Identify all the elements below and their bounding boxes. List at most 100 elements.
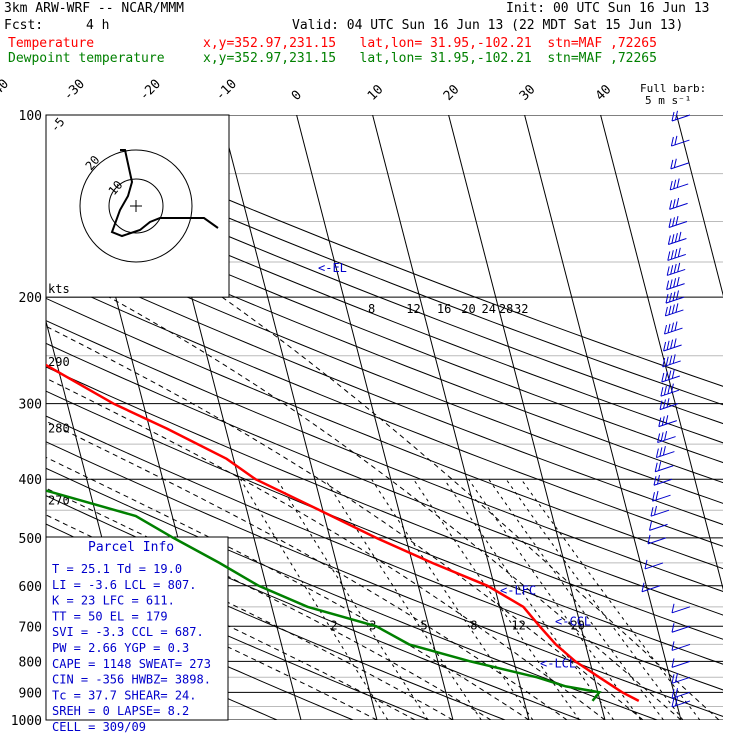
mixing-ratio-label: 20: [570, 619, 584, 633]
mixing-ratio-label: 16: [437, 302, 451, 316]
valid-time: Valid: 04 UTC Sun 16 Jun 13 (22 MDT Sat …: [292, 18, 684, 33]
wind-barb-flag: [676, 197, 680, 208]
wind-barb: [662, 354, 681, 368]
wind-barb-staff: [658, 420, 677, 428]
wind-barb-flag: [671, 304, 675, 314]
wind-barb-flag: [671, 111, 675, 122]
wind-barb-staff: [668, 238, 687, 245]
wind-barb-flag: [674, 321, 678, 331]
wind-barb-flag: [678, 231, 682, 242]
wind-barb: [667, 231, 687, 245]
wind-barb-flag: [676, 178, 680, 188]
wind-barb-staff: [671, 114, 691, 122]
dry-adiabat: [46, 194, 723, 464]
wind-barb: [671, 110, 691, 122]
pressure-label: 100: [19, 109, 42, 124]
wind-barb-flag: [659, 400, 663, 410]
parcel-box-frame: [45, 536, 229, 721]
parcel-info-row: SREH = 0 LAPSE= 8.2: [52, 704, 189, 718]
temperature-trace: [46, 363, 640, 703]
wind-barb-flag: [669, 200, 673, 210]
wind-barb: [671, 688, 691, 699]
wind-barb-flag: [658, 461, 662, 471]
wind-barb-staff: [671, 625, 691, 633]
parcel-info-row: SVI = -3.3 CCL = 687.: [52, 625, 204, 639]
mixing-ratio-label: 20: [461, 302, 475, 316]
wind-barb-staff: [641, 585, 661, 593]
wind-barb-staff: [655, 465, 674, 473]
wind-barb-flag: [671, 658, 675, 668]
wind-barb-flag: [652, 492, 655, 502]
wind-barb: [654, 461, 674, 473]
wind-barb-flag: [667, 323, 671, 333]
wind-barb-flag: [670, 339, 674, 349]
dewpoint-legend: Dewpoint temperature: [8, 51, 165, 66]
mixing-ratio-label: 8: [470, 619, 477, 633]
wind-barb: [653, 474, 673, 486]
wind-barb: [668, 216, 688, 229]
wind-barb-flag: [666, 398, 670, 408]
wind-barb-flag: [664, 371, 668, 381]
wind-barb-flag: [670, 136, 674, 147]
wind-barb-flag: [657, 474, 660, 485]
wind-barb-staff: [668, 221, 688, 229]
wind-barb-flag: [671, 234, 675, 244]
hodograph-ring-inner: [108, 178, 164, 234]
wind-barb-flag: [660, 432, 664, 442]
wind-barb-flag: [674, 135, 678, 145]
wind-barb-flag: [668, 370, 672, 380]
pressure-label: 800: [19, 655, 42, 670]
wind-barb-flag: [664, 431, 668, 441]
wind-barb-flag: [671, 689, 675, 699]
wind-barb-staff: [663, 344, 682, 352]
mixing-ratio-line: [413, 478, 580, 720]
wind-barb-flag: [662, 446, 666, 456]
marker-el: <-EL: [318, 261, 347, 275]
wind-barb-flag: [653, 476, 657, 486]
moist-adiabat: [46, 559, 378, 720]
wind-barb-staff: [659, 403, 679, 411]
wind-barb-flag: [649, 521, 652, 531]
wind-barb: [666, 262, 686, 276]
pressure-label: 200: [19, 291, 42, 306]
dry-adiabat: [46, 467, 659, 720]
dry-adiabat: [46, 297, 723, 570]
wind-barb-staff: [669, 202, 688, 210]
wind-barb-staff: [671, 606, 691, 614]
isotherm-label: 30: [517, 82, 539, 104]
wind-barb: [659, 398, 679, 411]
isotherm-label: 20: [441, 82, 463, 104]
wind-barb-staff: [665, 309, 684, 317]
parcel-info-title: Parcel Info: [88, 540, 174, 555]
wind-barb-flag: [650, 507, 654, 517]
wind-barb-flag: [665, 356, 669, 366]
pressure-label: 700: [19, 620, 42, 635]
wind-barb: [671, 641, 691, 651]
wind-barb-flag: [662, 357, 666, 368]
fcst-label: Fcst:: [4, 18, 44, 33]
wind-barb-staff: [656, 451, 675, 459]
parcel-info-row: LI = -3.6 LCL = 807.: [52, 578, 197, 592]
wind-barb-staff: [666, 283, 685, 291]
isotherm-line: [448, 115, 606, 720]
wind-barb-flag: [666, 340, 670, 350]
isotherm-label: -30: [61, 77, 88, 104]
wind-barb-flag: [655, 490, 659, 501]
wind-barb-flag: [644, 559, 648, 570]
wind-barb: [667, 247, 686, 261]
wind-barb-flag: [641, 582, 645, 592]
wind-barb: [655, 446, 675, 459]
wind-barb-staff: [652, 494, 671, 502]
wind-barb-staff: [671, 660, 691, 668]
wind-barb: [671, 672, 691, 684]
wind-barb-flag: [664, 324, 667, 335]
wind-barb-flag: [674, 232, 678, 243]
wind-barb: [664, 303, 684, 317]
dry-adiabat: [46, 366, 723, 640]
wind-barb: [649, 521, 668, 531]
fcst-value: 4 h: [86, 18, 110, 33]
temperature-station-info: x,y=352.97,231.15 lat,lon= 31.95,-102.21…: [203, 36, 657, 51]
marker-lcl: <-LCL: [540, 657, 576, 671]
wind-barb: [660, 383, 680, 397]
